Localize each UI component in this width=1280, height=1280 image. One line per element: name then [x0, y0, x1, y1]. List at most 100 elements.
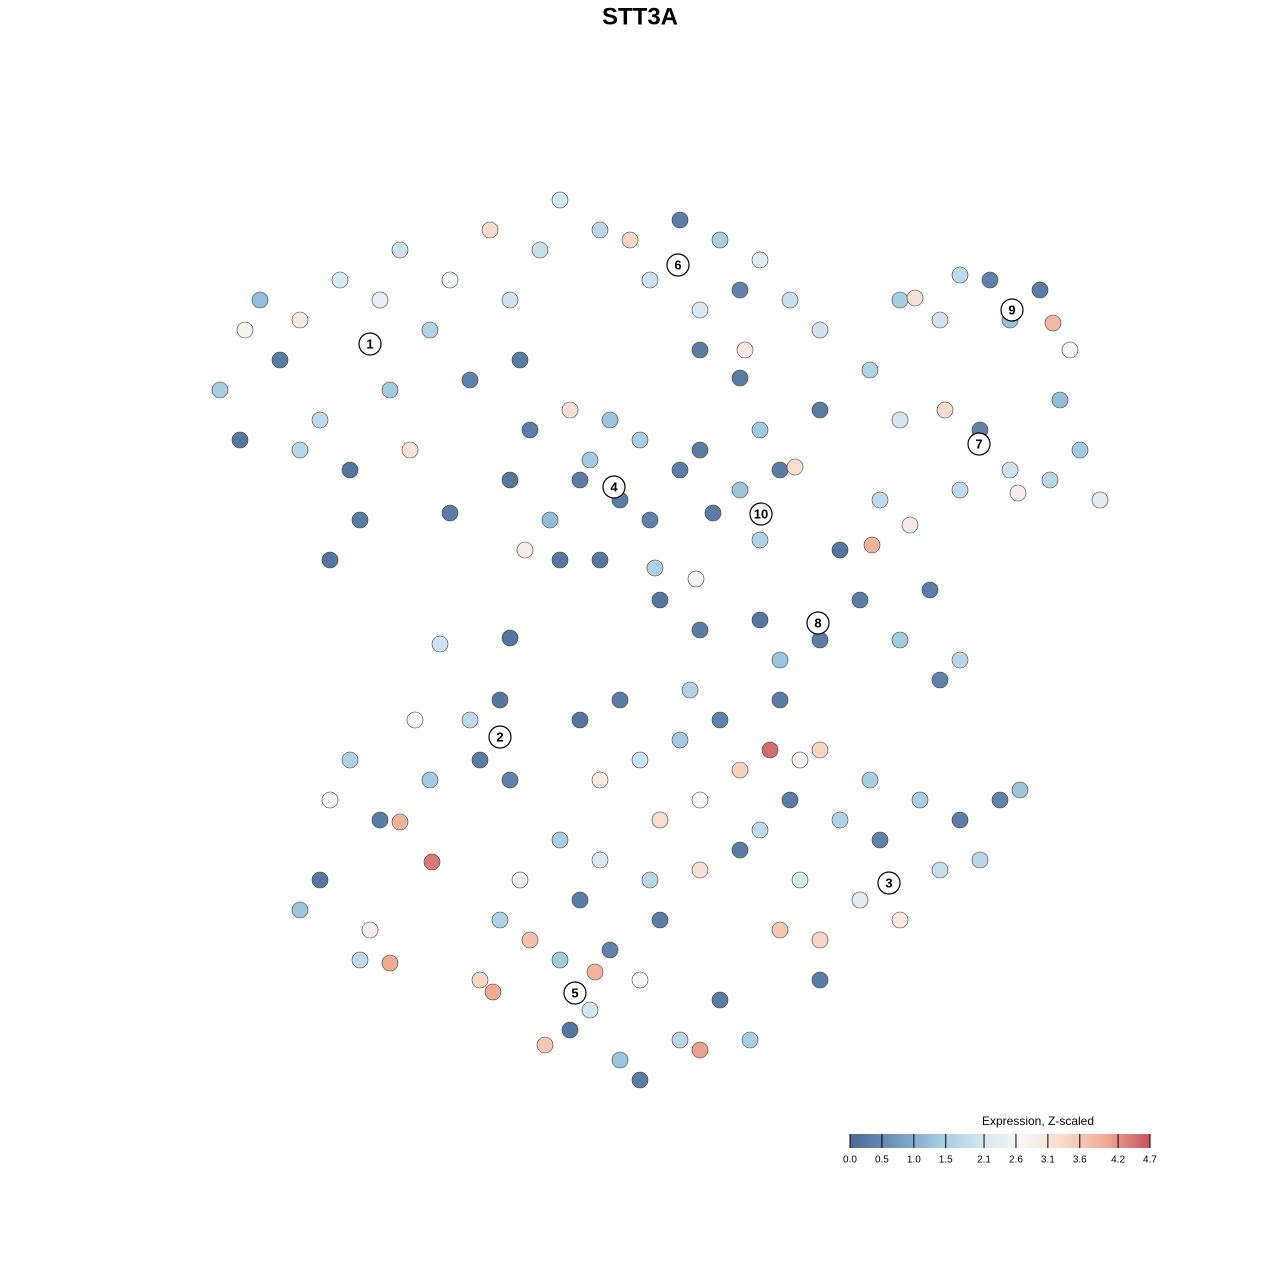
point	[771, 651, 789, 669]
point	[691, 791, 709, 809]
point	[811, 971, 829, 989]
point	[731, 369, 749, 387]
point	[671, 211, 689, 229]
point	[571, 891, 589, 909]
point	[591, 221, 609, 239]
point	[931, 311, 949, 329]
point	[381, 381, 399, 399]
point	[936, 401, 954, 419]
point	[771, 921, 789, 939]
point	[211, 381, 229, 399]
point	[981, 271, 999, 289]
point	[371, 291, 389, 309]
point	[891, 631, 909, 649]
point	[351, 511, 369, 529]
cluster-marker	[806, 611, 830, 635]
colorbar-tick-label: 3.6	[1073, 1155, 1087, 1166]
point	[731, 481, 749, 499]
point	[951, 811, 969, 829]
point	[691, 1041, 709, 1059]
point	[491, 691, 509, 709]
chart-title: STT3A	[602, 3, 678, 30]
point	[1009, 484, 1027, 502]
point	[651, 911, 669, 929]
point	[391, 241, 409, 259]
point	[751, 531, 769, 549]
point	[691, 621, 709, 639]
point	[571, 471, 589, 489]
point	[311, 871, 329, 889]
cluster-marker	[877, 871, 901, 895]
point	[1091, 491, 1109, 509]
point	[421, 771, 439, 789]
point	[791, 871, 809, 889]
cluster-label: 2	[496, 729, 503, 744]
point	[536, 1036, 554, 1054]
point	[471, 971, 489, 989]
point	[771, 691, 789, 709]
point	[271, 351, 289, 369]
colorbar-tick-label: 3.1	[1041, 1155, 1055, 1166]
cluster-marker	[488, 725, 512, 749]
point	[611, 1051, 629, 1069]
point	[561, 401, 579, 419]
point	[861, 361, 879, 379]
point	[831, 811, 849, 829]
point	[1011, 781, 1029, 799]
point	[711, 991, 729, 1009]
cluster-label: 7	[975, 436, 982, 451]
point	[951, 481, 969, 499]
point	[601, 941, 619, 959]
point	[591, 851, 609, 869]
cluster-label: 6	[674, 257, 681, 272]
point	[811, 321, 829, 339]
point	[1044, 314, 1062, 332]
point	[861, 771, 879, 789]
point	[731, 761, 749, 779]
point	[291, 311, 309, 329]
point	[1031, 281, 1049, 299]
cluster-marker	[1000, 298, 1024, 322]
point	[631, 751, 649, 769]
point	[251, 291, 269, 309]
point	[511, 351, 529, 369]
point	[481, 221, 499, 239]
point	[341, 751, 359, 769]
point	[501, 629, 519, 647]
point	[851, 891, 869, 909]
point	[871, 491, 889, 509]
point	[311, 411, 329, 429]
colorbar-tick-label: 4.2	[1111, 1155, 1125, 1166]
point	[611, 691, 629, 709]
point	[331, 271, 349, 289]
point	[516, 541, 534, 559]
cluster-label: 4	[610, 479, 618, 494]
colorbar	[850, 1134, 1150, 1148]
point	[901, 516, 919, 534]
point	[711, 711, 729, 729]
point	[951, 651, 969, 669]
point	[891, 411, 909, 429]
point	[1071, 441, 1089, 459]
cluster-label: 1	[366, 336, 373, 351]
point	[791, 751, 809, 769]
colorbar-title: Expression, Z-scaled	[982, 1114, 1094, 1128]
point	[551, 951, 569, 969]
point	[231, 431, 249, 449]
point	[1041, 471, 1059, 489]
point	[521, 421, 539, 439]
point	[931, 671, 949, 689]
point	[711, 231, 729, 249]
point	[871, 831, 889, 849]
point	[786, 458, 804, 476]
point	[687, 570, 705, 588]
point	[731, 281, 749, 299]
colorbar-tick-label: 0.0	[843, 1155, 857, 1166]
point	[641, 511, 659, 529]
point	[731, 841, 749, 859]
point	[401, 441, 419, 459]
point	[811, 401, 829, 419]
cluster-label: 9	[1008, 302, 1015, 317]
cluster-label: 10	[754, 506, 768, 521]
point	[421, 321, 439, 339]
